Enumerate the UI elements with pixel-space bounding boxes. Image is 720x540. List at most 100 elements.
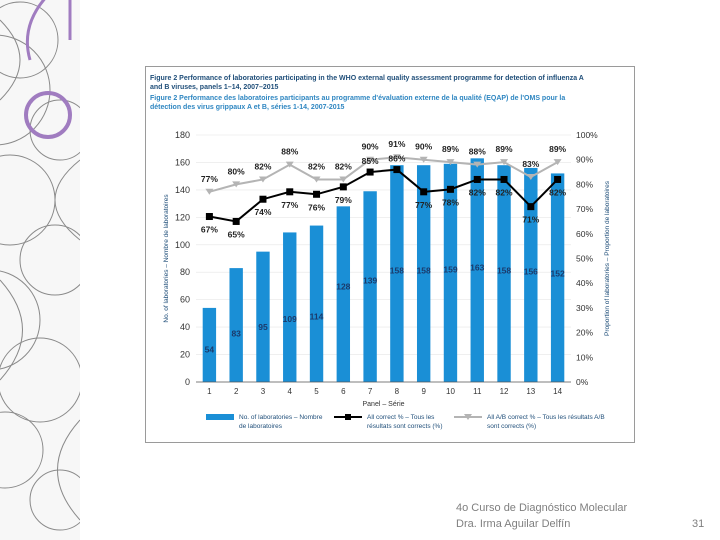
data-point (554, 175, 562, 183)
data-point (232, 181, 241, 188)
y2-tick-label: 100% (576, 130, 598, 140)
ab-correct-label: 89% (549, 144, 566, 154)
footer-author: Dra. Irma Aguilar Delfín (456, 518, 571, 530)
all-correct-label: 78% (442, 197, 459, 207)
x-tick-label: 2 (234, 387, 239, 396)
ab-correct-label: 82% (254, 161, 271, 171)
figure-title-en-cont: and B viruses, panels 1–14, 2007–2015 (150, 84, 279, 91)
data-point (553, 159, 562, 166)
legend-label: de laboratoires (239, 423, 283, 430)
data-point (258, 176, 267, 183)
y2-tick-label: 80% (576, 179, 593, 189)
figure-title-fr: Figure 2 Performance des laboratoires pa… (150, 95, 566, 102)
y2-tick-label: 40% (576, 278, 593, 288)
y-tick-label: 60 (180, 295, 190, 305)
x-tick-label: 1 (207, 387, 212, 396)
data-point (446, 185, 454, 193)
ab-correct-label: 88% (469, 147, 486, 157)
bar (256, 251, 270, 382)
data-point (446, 159, 455, 166)
bar (336, 206, 351, 382)
bar-value-label: 54 (205, 344, 215, 354)
all-correct-label: 77% (281, 200, 298, 210)
y-tick-label: 120 (175, 212, 190, 222)
y2-tick-label: 70% (576, 204, 593, 214)
data-point (500, 159, 509, 166)
x-tick-label: 4 (288, 387, 293, 396)
data-point (339, 183, 347, 191)
ab-correct-label: 91% (388, 139, 405, 149)
ab-correct-label: 82% (335, 161, 352, 171)
y2-tick-label: 10% (576, 352, 593, 362)
x-tick-label: 8 (395, 387, 400, 396)
y-tick-label: 20 (180, 350, 190, 360)
ab-correct-label: 89% (496, 144, 513, 154)
chart-svg: 0 20 40 60 80 100 120 140 160 180 0% 10% 20% 30% 40% 50… (163, 130, 611, 430)
figure-title-fr-cont: détection des virus grippaux A et B, sér… (150, 104, 345, 111)
all-correct-label: 86% (388, 154, 405, 164)
legend-label: No. of laboratories – Nombre (239, 414, 323, 421)
bar (390, 165, 404, 382)
y2-tick-label: 50% (576, 254, 593, 264)
decorative-swirl-pattern (0, 0, 80, 540)
y-tick-label: 180 (175, 130, 190, 140)
y-tick-label: 100 (175, 240, 190, 250)
x-tick-label: 14 (553, 387, 562, 396)
y2-tick-label: 60% (576, 229, 593, 239)
x-tick-label: 9 (421, 387, 426, 396)
legend-label: All correct % – Tous les (367, 414, 435, 421)
x-tick-label: 7 (368, 387, 373, 396)
y2-tick-label: 0% (576, 377, 589, 387)
legend-marker (345, 414, 351, 420)
legend-marker (464, 414, 472, 420)
bar (363, 191, 377, 382)
x-tick-label: 12 (500, 387, 509, 396)
all-correct-label: 65% (228, 229, 245, 239)
series-line (209, 156, 559, 193)
bar-value-label: 114 (310, 311, 324, 321)
ab-correct-label: 89% (442, 144, 459, 154)
y-tick-label: 140 (175, 185, 190, 195)
bar-value-label: 156 (524, 266, 538, 276)
bar (550, 173, 565, 382)
x-tick-label: 6 (341, 387, 346, 396)
bar (416, 165, 431, 382)
all-correct-label: 76% (308, 202, 325, 212)
y-tick-label: 40 (180, 322, 190, 332)
figure-title-en: Figure 2 Performance of laboratories par… (150, 75, 584, 82)
legend-label: All A/B correct % – Tous les résultats A… (487, 414, 605, 421)
bar-value-label: 139 (363, 276, 377, 286)
all-correct-label: 67% (201, 225, 218, 235)
bar-value-label: 158 (497, 265, 511, 275)
bar-value-label: 158 (390, 265, 404, 275)
x-tick-label: 3 (261, 387, 266, 396)
ab-correct-label: 77% (201, 174, 218, 184)
data-point (526, 173, 535, 180)
ab-correct-label: 83% (522, 159, 539, 169)
slide-number: 31 (692, 518, 705, 530)
data-point (205, 213, 213, 221)
chart-figure: Figure 2 Performance of laboratories par… (145, 66, 635, 443)
data-point (339, 176, 348, 183)
data-point (366, 156, 375, 163)
all-correct-label: 77% (415, 200, 432, 210)
ab-correct-label: 90% (362, 142, 379, 152)
legend-label: résultats sont corrects (%) (367, 423, 443, 430)
data-point (527, 203, 535, 211)
legend-label: sont corrects (%) (487, 423, 536, 430)
ab-correct-label: 80% (228, 166, 245, 176)
ab-correct-label: 88% (281, 147, 298, 157)
x-axis-label: Panel – Série (362, 401, 404, 408)
bar (309, 225, 324, 382)
all-correct-label: 71% (522, 215, 539, 225)
data-point (419, 156, 428, 163)
y-tick-label: 0 (185, 377, 190, 387)
y-tick-label: 160 (175, 157, 190, 167)
data-point (285, 161, 294, 168)
legend-swatch-bars (206, 414, 234, 420)
y-axis-label: No. of laboratories – Nombre de laborato… (163, 194, 170, 323)
bar (524, 167, 538, 382)
data-point (259, 195, 267, 203)
x-tick-label: 13 (526, 387, 535, 396)
bar (202, 307, 217, 382)
